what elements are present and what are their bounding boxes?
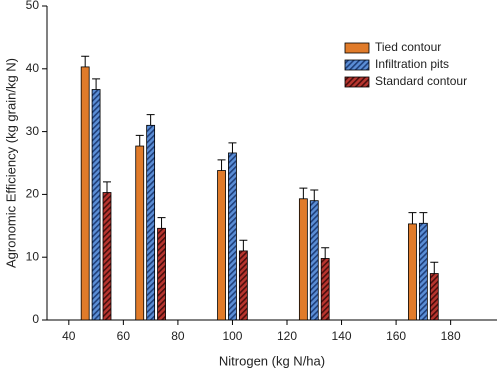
error-bar: [146, 114, 155, 126]
bar: [80, 66, 90, 321]
bar: [217, 170, 226, 321]
bar: [238, 250, 248, 321]
legend-label: Tied contour: [375, 40, 441, 54]
x-tick-label: 60: [117, 329, 131, 343]
error-bar: [239, 239, 248, 251]
y-tick-label: 10: [26, 249, 40, 263]
error-bar: [299, 187, 308, 199]
x-axis-label: Nitrogen (kg N/ha): [219, 353, 325, 368]
error-bar: [408, 212, 417, 224]
error-bar: [103, 181, 111, 193]
bar: [408, 223, 417, 321]
legend-swatch: [344, 76, 370, 88]
x-tick-label: 80: [171, 329, 185, 343]
y-tick-label: 40: [26, 61, 40, 75]
bar: [146, 124, 156, 321]
error-bar: [321, 247, 330, 259]
bar: [157, 227, 166, 321]
bar: [418, 222, 428, 321]
error-bar: [430, 261, 439, 274]
error-bar: [217, 159, 226, 171]
error-bar: [92, 78, 101, 90]
error-bar: [310, 189, 319, 201]
y-tick-label: 30: [26, 124, 40, 138]
legend-label: Infiltration pits: [375, 57, 449, 71]
legend-swatch: [344, 59, 370, 71]
bar: [298, 198, 308, 321]
bar: [228, 152, 237, 321]
bar: [429, 273, 439, 321]
x-tick-label: 160: [386, 329, 406, 343]
bar: [135, 145, 145, 321]
x-tick-label: 140: [332, 329, 352, 343]
x-tick-label: 40: [62, 329, 76, 343]
legend-label: Standard contour: [375, 74, 467, 88]
error-bar: [135, 134, 144, 147]
bar: [320, 258, 330, 321]
error-bar: [157, 217, 166, 229]
bar: [309, 200, 319, 321]
x-tick-label: 120: [277, 329, 297, 343]
error-bar: [228, 142, 237, 153]
legend-swatch: [344, 42, 370, 54]
y-axis-label: Agronomic Efficiency (kg grain/kg N): [3, 58, 18, 268]
x-tick-label: 180: [441, 329, 461, 343]
y-tick-label: 20: [26, 187, 40, 201]
y-tick-label: 0: [32, 312, 39, 326]
bar: [102, 192, 112, 321]
error-bar: [81, 55, 90, 67]
bar: [91, 89, 101, 321]
error-bar: [419, 212, 428, 224]
y-tick-label: 50: [26, 0, 40, 12]
x-tick-label: 100: [222, 329, 242, 343]
